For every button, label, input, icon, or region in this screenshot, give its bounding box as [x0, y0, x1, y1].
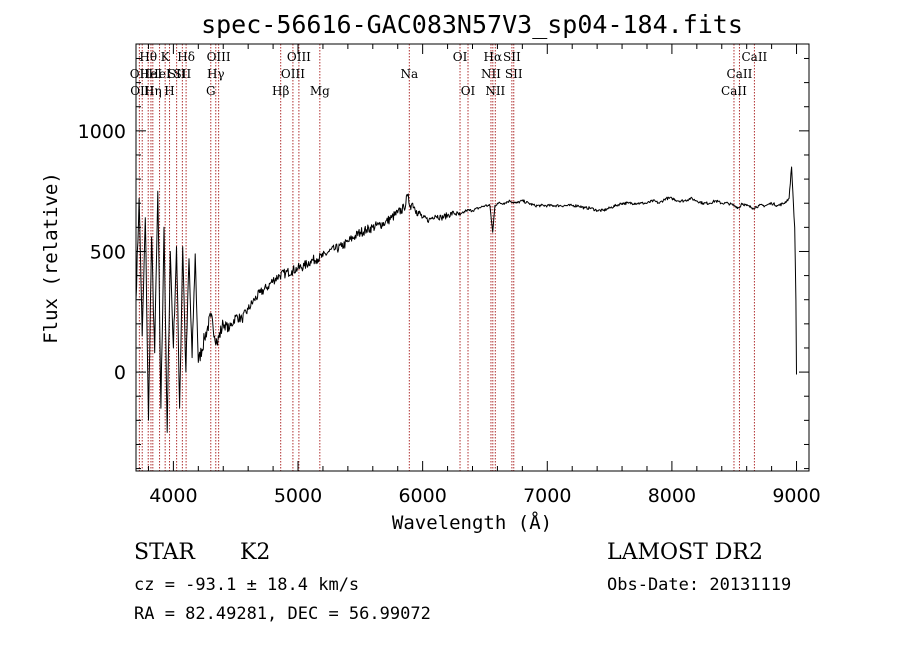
obs-date: Obs-Date: 20131119 — [607, 575, 791, 595]
line-label: CaII — [721, 84, 747, 98]
line-label: NII — [485, 84, 505, 98]
y-axis-ticks: 0 500 1000 — [78, 57, 809, 470]
line-label: Mg — [310, 84, 330, 98]
emission-line-markers — [138, 44, 755, 471]
plot-frame — [135, 43, 810, 472]
coordinates: RA = 82.49281, DEC = 56.99072 — [134, 604, 431, 624]
line-label: OI — [453, 50, 468, 64]
chart-title: spec-56616-GAC083N57V3_sp04-184.fits — [201, 10, 743, 39]
y-tick-label: 0 — [114, 362, 126, 384]
line-label: SII — [503, 50, 521, 64]
line-label: CaII — [741, 50, 767, 64]
line-label: OIII — [287, 50, 311, 64]
x-axis-label: Wavelength (Å) — [392, 511, 552, 534]
emission-line-labels: OIIOIIIHθHeIHηHeIKHSIISIIHδGHγOIIIHβOIII… — [130, 50, 768, 98]
line-label: HeI — [148, 67, 171, 81]
line-label: CaII — [727, 67, 753, 81]
x-tick-label: 5000 — [274, 485, 322, 507]
line-label: Hβ — [272, 84, 289, 98]
line-label: OIII — [207, 50, 231, 64]
y-tick-label: 1000 — [78, 121, 126, 143]
object-subclass: K2 — [240, 540, 270, 565]
line-label: NII — [481, 67, 501, 81]
x-tick-label: 4000 — [149, 485, 197, 507]
line-label: Hγ — [207, 67, 225, 81]
line-label: OIII — [281, 67, 305, 81]
spectrum-series-line — [135, 166, 797, 433]
line-label: OII — [130, 67, 150, 81]
line-label: Hθ — [139, 50, 157, 64]
object-type: STAR — [134, 540, 196, 565]
line-label: H — [164, 84, 174, 98]
line-label: SII — [174, 67, 192, 81]
line-label: Na — [400, 67, 418, 81]
line-label: SII — [505, 67, 523, 81]
y-axis-label: Flux (relative) — [40, 172, 62, 344]
line-label: K — [161, 50, 171, 64]
x-tick-label: 8000 — [648, 485, 696, 507]
x-tick-label: 9000 — [772, 485, 820, 507]
y-tick-label: 500 — [90, 241, 126, 263]
redshift-readout: cz = -93.1 ± 18.4 km/s — [134, 575, 359, 595]
line-label: G — [206, 84, 216, 98]
survey-name: LAMOST DR2 — [607, 540, 763, 565]
x-tick-label: 7000 — [523, 485, 571, 507]
line-label: Hδ — [177, 50, 195, 64]
line-label: HeI — [140, 67, 163, 81]
x-axis-ticks: 4000 5000 6000 7000 8000 9000 — [147, 44, 821, 507]
line-label: Hη — [144, 84, 162, 98]
line-label: Hα — [484, 50, 503, 64]
line-label: OI — [461, 84, 476, 98]
line-label: SII — [168, 67, 186, 81]
x-tick-label: 6000 — [398, 485, 446, 507]
